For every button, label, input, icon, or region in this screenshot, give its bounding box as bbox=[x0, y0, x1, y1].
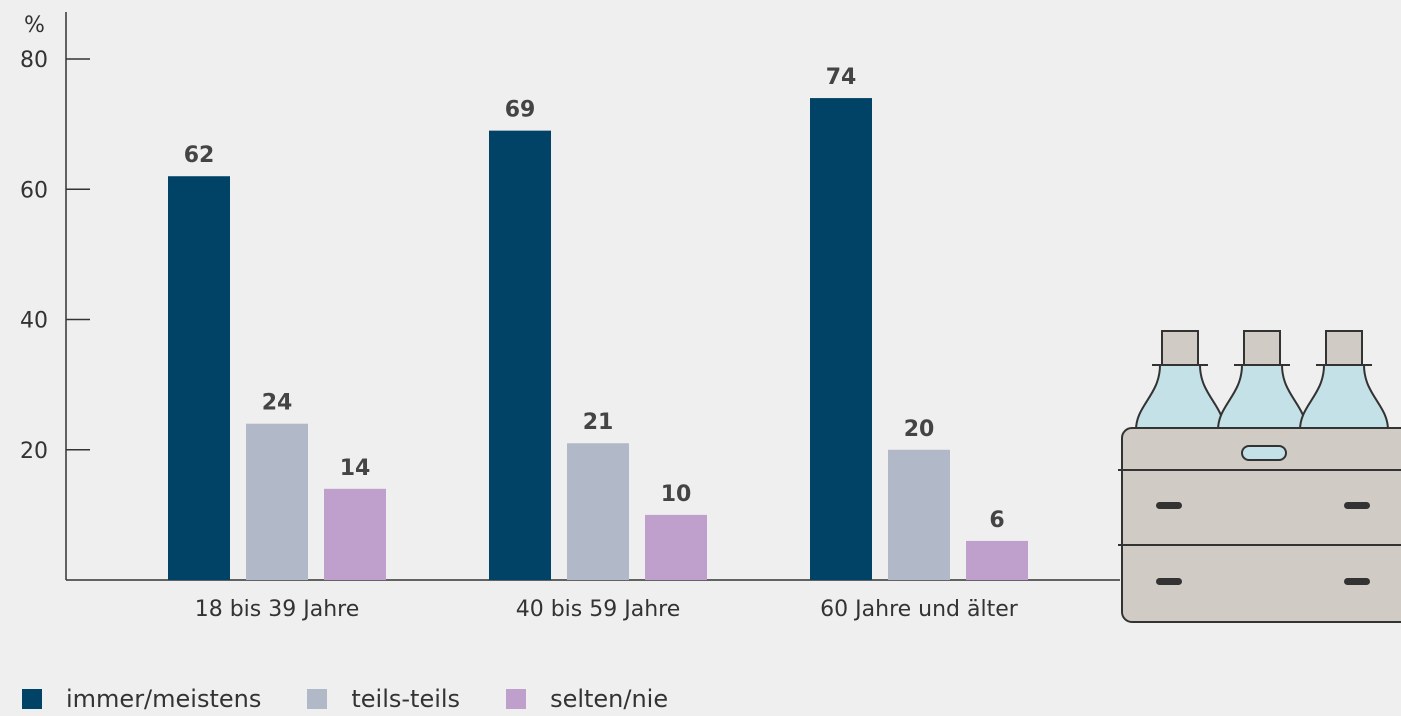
bar bbox=[810, 98, 872, 580]
data-label: 20 bbox=[904, 417, 935, 442]
bar bbox=[966, 540, 1028, 580]
legend-swatch bbox=[307, 689, 328, 709]
data-label: 69 bbox=[505, 98, 536, 123]
y-tick-label: 20 bbox=[20, 439, 48, 464]
bottle-crate-illustration bbox=[1118, 330, 1401, 623]
y-tick-label: 80 bbox=[20, 48, 48, 73]
legend-label: teils-teils bbox=[351, 685, 461, 713]
x-tick-label: 60 Jahre und älter bbox=[820, 597, 1019, 622]
bar bbox=[888, 449, 950, 580]
bar bbox=[489, 130, 551, 580]
legend-swatch bbox=[22, 689, 42, 709]
chart-axes: % 20 40 60 80 bbox=[20, 12, 1120, 581]
x-tick-label: 40 bis 59 Jahre bbox=[516, 597, 681, 622]
bottle-illustration bbox=[1298, 330, 1390, 431]
chart-labels: 62 24 14 18 bis 39 Jahre 69 21 10 40 bis 59 Jah… bbox=[184, 65, 1019, 622]
legend-label: selten/nie bbox=[550, 685, 669, 713]
legend-item-selten-nie: selten/nie bbox=[506, 685, 668, 713]
x-tick-label: 18 bis 39 Jahre bbox=[195, 597, 360, 622]
data-label: 10 bbox=[661, 482, 692, 507]
data-label: 74 bbox=[826, 65, 857, 90]
legend-label: immer/meistens bbox=[66, 685, 262, 713]
data-label: 6 bbox=[989, 508, 1004, 533]
data-label: 21 bbox=[583, 410, 614, 435]
bar bbox=[246, 423, 308, 580]
bar bbox=[324, 488, 386, 580]
data-label: 24 bbox=[262, 391, 293, 416]
bar bbox=[567, 443, 629, 580]
y-tick-label: 60 bbox=[20, 178, 48, 203]
data-label: 62 bbox=[184, 143, 215, 168]
legend-item-immer-meistens: immer/meistens bbox=[22, 685, 261, 713]
data-label: 14 bbox=[340, 456, 371, 481]
bar bbox=[168, 176, 230, 580]
legend: immer/meistens teils-teils selten/nie bbox=[22, 685, 714, 713]
bottle-illustration bbox=[1216, 330, 1308, 431]
legend-swatch bbox=[506, 689, 527, 709]
chart-bars bbox=[168, 98, 1028, 580]
bar bbox=[645, 514, 707, 580]
y-axis-unit-label: % bbox=[24, 13, 45, 38]
y-tick-label: 40 bbox=[20, 309, 48, 334]
legend-item-teils-teils: teils-teils bbox=[307, 685, 460, 713]
bottle-illustration bbox=[1134, 330, 1226, 431]
